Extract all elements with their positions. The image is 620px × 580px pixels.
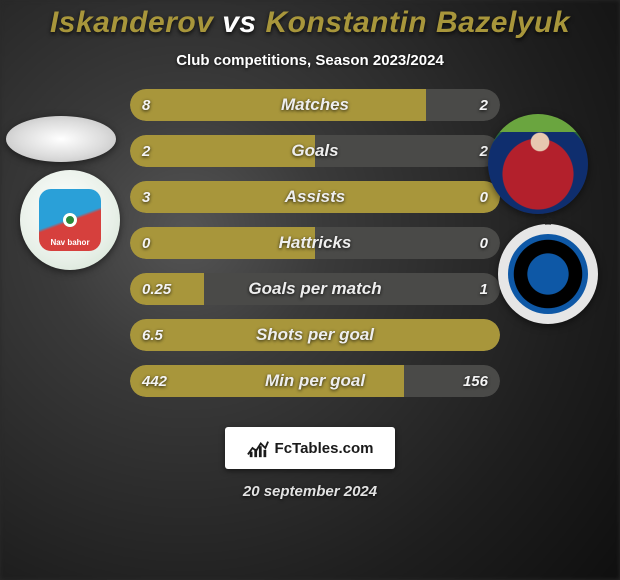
bar-label: Shots per goal <box>130 319 500 351</box>
bar-row: Assists3 0 <box>130 181 500 213</box>
player1-avatar <box>6 116 116 162</box>
bar-label: Goals per match <box>130 273 500 305</box>
title-player1: Iskanderov <box>50 6 213 39</box>
bar-value-left: 6.5 <box>142 319 163 351</box>
club1-crest-shield: Nav bahor <box>39 189 101 251</box>
infographic: Iskanderov vs Konstantin Bazelyuk Club c… <box>0 0 620 580</box>
bar-label: Assists <box>130 181 500 213</box>
brand-label: FcTables.com <box>275 440 374 457</box>
bar-label: Matches <box>130 89 500 121</box>
bar-value-left: 0.25 <box>142 273 171 305</box>
subtitle: Club competitions, Season 2023/2024 <box>0 52 620 69</box>
bar-value-right: 0 <box>480 181 488 213</box>
bar-value-left: 442 <box>142 365 167 397</box>
player2-avatar <box>488 114 588 214</box>
bar-value-right: 2 <box>480 89 488 121</box>
bar-row: Hattricks0 0 <box>130 227 500 259</box>
bar-value-right: 2 <box>480 135 488 167</box>
bar-value-right: 0 <box>480 227 488 259</box>
bar-value-right: 1 <box>480 273 488 305</box>
bar-label: Min per goal <box>130 365 500 397</box>
club1-crest-dot <box>63 213 77 227</box>
footer-date: 20 september 2024 <box>0 483 620 500</box>
crown-icon: ♔ <box>543 214 554 228</box>
title-vs: vs <box>222 6 256 39</box>
club2-crest: ♔ <box>498 224 598 324</box>
bar-row: Matches8 2 <box>130 89 500 121</box>
bar-label: Goals <box>130 135 500 167</box>
bar-label: Hattricks <box>130 227 500 259</box>
brand-card[interactable]: FcTables.com <box>225 427 395 469</box>
club1-crest-label: Nav bahor <box>50 238 89 247</box>
bar-row: Shots per goal6.5 <box>130 319 500 351</box>
bar-row: Goals2 2 <box>130 135 500 167</box>
bar-value-left: 3 <box>142 181 150 213</box>
bar-row: Min per goal442 156 <box>130 365 500 397</box>
bar-value-right: 156 <box>463 365 488 397</box>
bar-value-left: 8 <box>142 89 150 121</box>
chart-icon <box>247 437 269 459</box>
title-player2: Konstantin Bazelyuk <box>265 6 570 39</box>
bar-row: Goals per match0.25 1 <box>130 273 500 305</box>
club2-crest-ring <box>508 234 588 314</box>
bar-value-left: 2 <box>142 135 150 167</box>
bar-list: Matches82Goals22Assists30Hattricks00Goal… <box>130 89 500 411</box>
club1-crest: Nav bahor <box>20 170 120 270</box>
page-title: Iskanderov vs Konstantin Bazelyuk <box>0 6 620 40</box>
bar-value-left: 0 <box>142 227 150 259</box>
